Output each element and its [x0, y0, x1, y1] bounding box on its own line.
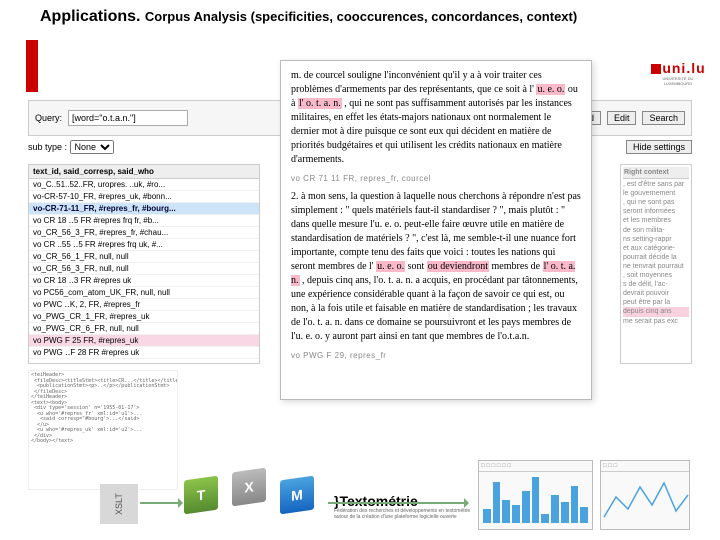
right-context-line: me serait pas exc: [623, 317, 689, 326]
right-context-line: seront informées: [623, 207, 689, 216]
doc-paragraph-2: 2. à mon sens, la question à laquelle no…: [291, 190, 581, 344]
pipeline-arrow-2: [328, 502, 468, 504]
list-row[interactable]: vo CR 18 ‥5 FR #repres frq fr, #b...: [29, 215, 259, 227]
list-row[interactable]: vo_PWG_CR_1_FR, #repres_uk: [29, 311, 259, 323]
content-area: Query: Ed Edit Search sub type : None Hi…: [28, 100, 692, 530]
search-button[interactable]: Search: [642, 111, 685, 125]
document-panel: m. de courcel souligne l'inconvénient qu…: [280, 60, 592, 400]
list-row[interactable]: vo PWG F 25 FR, #repres_uk: [29, 335, 259, 347]
mini-chart-2-line: [602, 477, 690, 527]
right-context-line: le gouvernement: [623, 189, 689, 198]
mini-chart-1-toolbar: □ □ □ □ □ □: [479, 461, 592, 472]
query-label: Query:: [35, 113, 62, 123]
right-context-line: ne tenvrait pourraut: [623, 262, 689, 271]
right-context-line: s de délit, l'ac-: [623, 280, 689, 289]
results-header: text_id, said_corresp, said_who: [29, 165, 259, 179]
list-row[interactable]: vo_CR_56_3_FR, #repres_fr, #chau...: [29, 227, 259, 239]
results-list[interactable]: text_id, said_corresp, said_who vo_C..51…: [28, 164, 260, 364]
txm-title: }Textométrie: [334, 493, 418, 509]
logo-text: uni.lu: [648, 60, 708, 76]
right-context-line: , qui ne sont pas: [623, 198, 689, 207]
pipeline-arrow-1: [140, 502, 182, 504]
list-row[interactable]: vo_PWG_CR_6_FR, null, null: [29, 323, 259, 335]
subtype-row: sub type : None: [28, 140, 114, 154]
right-context-header: Right context: [623, 167, 689, 179]
doc-paragraph-1: m. de courcel souligne l'inconvénient qu…: [291, 69, 581, 167]
right-context-line: devrait pouvoir: [623, 289, 689, 298]
xslt-block: XSLT: [100, 484, 138, 524]
accent-bar: [26, 40, 38, 92]
query-input[interactable]: [68, 110, 188, 126]
list-row[interactable]: vo_CR_56_1_FR, null, null: [29, 251, 259, 263]
list-row[interactable]: vo PWC ‥K, 2, FR, #repres_fr: [29, 299, 259, 311]
right-context-line: et les membres: [623, 216, 689, 225]
uni-logo: uni.lu UNIVERSITÉ DU LUXEMBOURG: [648, 60, 708, 94]
title-sub: Corpus Analysis (specificities, cooccure…: [145, 9, 577, 24]
right-context-line: , est d'être sans par: [623, 180, 689, 189]
cube-mid: X: [232, 470, 266, 504]
mini-chart-1: □ □ □ □ □ □: [478, 460, 593, 530]
subtype-select[interactable]: None: [70, 140, 114, 154]
right-context-line: et aux catégorie-: [623, 244, 689, 253]
txm-sub: Fédération des recherches et développeme…: [334, 509, 484, 520]
list-row[interactable]: vo_C..51..52..FR, uropres. ..uk, #ro...: [29, 179, 259, 191]
list-row[interactable]: vo PWG ‥F 28 FR #repres uk: [29, 347, 259, 359]
list-row[interactable]: vo CR 18 ‥3 FR #repres uk: [29, 275, 259, 287]
title-main: Applications.: [40, 8, 140, 25]
xml-snippet: <teiHeader> <fileDesc><titleStmt><title>…: [28, 370, 178, 490]
textometrie-label: }Textométrie Fédération des recherches e…: [334, 493, 484, 520]
subtype-label: sub type :: [28, 142, 67, 152]
mini-chart-2: □ □ □: [600, 460, 690, 530]
right-context-line: depuis cinq ans: [623, 307, 689, 316]
list-row[interactable]: vo PC56_com_atom_UK_FR, null, null: [29, 287, 259, 299]
cube-right: M: [280, 478, 314, 512]
mini-chart-1-bars: [483, 477, 588, 523]
right-context-panel: Right context , est d'être sans parle go…: [620, 164, 692, 364]
hide-settings-button[interactable]: Hide settings: [626, 140, 692, 154]
doc-separator-2: vo PWG F 29, repres_fr: [291, 350, 581, 361]
edit-button[interactable]: Edit: [607, 111, 637, 125]
doc-separator-1: vo CR 71 11 FR, repres_fr, courcel: [291, 173, 581, 184]
txm-cubes: T X M: [184, 464, 324, 528]
right-context-line: ns setting-rappr: [623, 235, 689, 244]
logo-subtext: UNIVERSITÉ DU LUXEMBOURG: [648, 76, 708, 86]
list-row[interactable]: vo-CR-71-11_FR, #repres_fr, #bourg...: [29, 203, 259, 215]
cube-left: T: [184, 478, 218, 512]
right-context-line: peut être par la: [623, 298, 689, 307]
mini-chart-2-toolbar: □ □ □: [601, 461, 689, 472]
right-context-line: , soit moyennes: [623, 271, 689, 280]
list-row[interactable]: vo_CR_56_3_FR, null, null: [29, 263, 259, 275]
right-context-line: pourrait décide la: [623, 253, 689, 262]
list-row[interactable]: vo-CR-57-10_FR, #repres_uk, #bonn...: [29, 191, 259, 203]
page-title: Applications. Corpus Analysis (specifici…: [40, 8, 577, 26]
right-context-line: de son milita-: [623, 226, 689, 235]
list-row[interactable]: vo CR ..55 ‥5 FR #repres frq uk, #...: [29, 239, 259, 251]
